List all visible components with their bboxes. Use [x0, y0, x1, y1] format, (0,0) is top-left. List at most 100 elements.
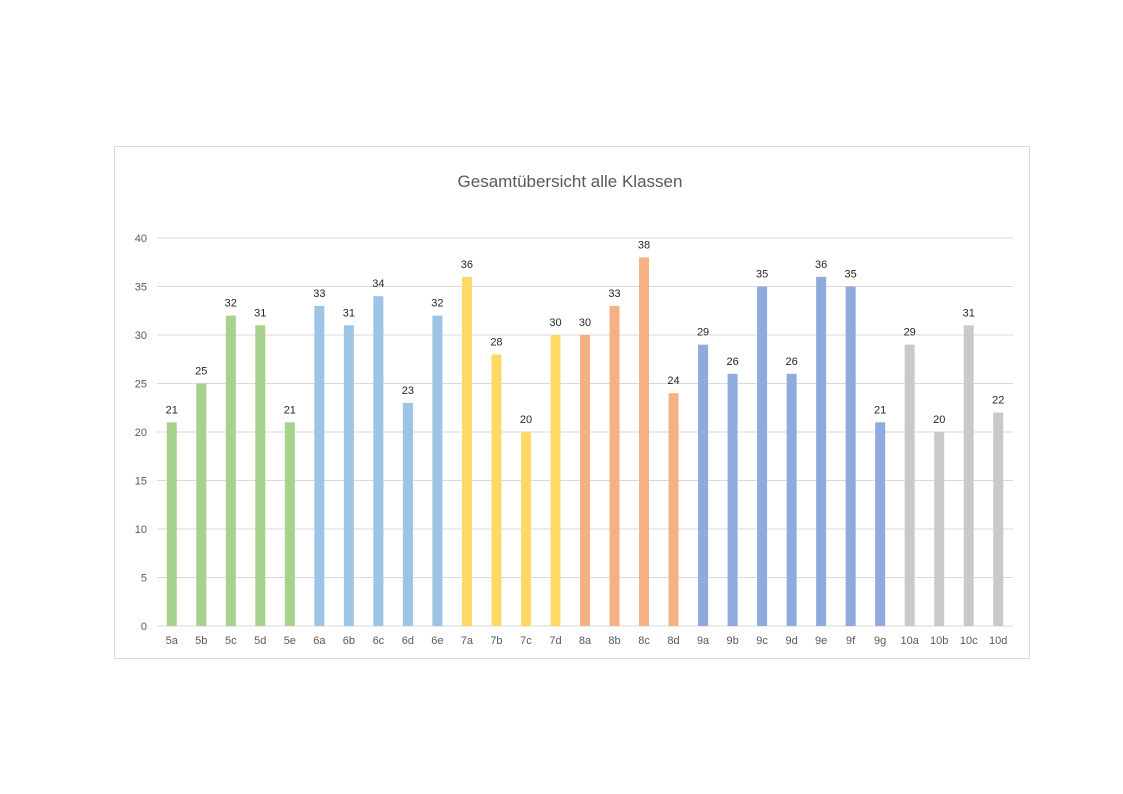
x-axis-ticks: 5a 5b 5c 5d 5e 6a 6b 6c 6d 6e 7a 7b 7c 7d 8a 8b 8c 8d 9a 9b… — [166, 635, 1008, 647]
data-label-5c: 32 — [225, 298, 237, 310]
data-label-8a: 30 — [579, 317, 591, 329]
y-tick-label: 40 — [135, 233, 147, 245]
x-tick-label-9c: 9c — [756, 635, 768, 647]
x-tick-label-6b: 6b — [343, 635, 355, 647]
y-tick-label: 10 — [135, 524, 147, 536]
x-tick-label-5b: 5b — [195, 635, 207, 647]
y-tick-label: 15 — [135, 476, 147, 488]
data-label-7d: 30 — [549, 317, 561, 329]
x-tick-label-7c: 7c — [520, 635, 532, 647]
x-tick-label-6a: 6a — [313, 635, 326, 647]
data-labels: 21 25 32 31 21 33 31 34 23 32 36 28 20 30 30 33 38 24 29 26… — [166, 239, 1005, 426]
bar-9d — [786, 373, 797, 626]
x-tick-label-7a: 7a — [461, 635, 474, 647]
y-tick-label: 5 — [141, 573, 147, 585]
x-tick-label-9f: 9f — [846, 635, 856, 647]
bar-6b — [343, 325, 354, 626]
data-label-9d: 26 — [785, 356, 797, 368]
x-tick-label-10a: 10a — [901, 635, 920, 647]
bar-6c — [373, 296, 384, 626]
x-tick-label-8c: 8c — [638, 635, 650, 647]
x-tick-label-5a: 5a — [166, 635, 179, 647]
data-label-9g: 21 — [874, 404, 886, 416]
data-label-9c: 35 — [756, 269, 768, 281]
x-tick-label-9e: 9e — [815, 635, 827, 647]
x-tick-label-9d: 9d — [785, 635, 797, 647]
data-label-6d: 23 — [402, 385, 414, 397]
data-label-6c: 34 — [372, 278, 384, 290]
bar-10a — [904, 344, 915, 626]
bar-7c — [520, 432, 531, 626]
y-axis-ticks: 0 5 10 15 20 25 30 35 40 — [135, 233, 147, 633]
data-label-5e: 21 — [284, 404, 296, 416]
bar-9b — [727, 373, 738, 626]
bar-10b — [934, 432, 945, 626]
bar-8a — [580, 335, 590, 626]
bar-9g — [875, 422, 886, 626]
bar-chart: Gesamtübersicht alle Klassen 0 5 10 15 20 25 3… — [135, 172, 1013, 647]
data-label-10c: 31 — [963, 307, 975, 319]
chart-title: Gesamtübersicht alle Klassen — [458, 172, 683, 191]
data-label-8c: 38 — [638, 239, 650, 251]
bar-8d — [668, 393, 679, 626]
bar-6e — [432, 315, 443, 626]
data-label-6b: 31 — [343, 307, 355, 319]
bar-8c — [639, 257, 650, 626]
data-label-7b: 28 — [490, 336, 502, 348]
bar-5e — [284, 422, 295, 626]
x-tick-label-9a: 9a — [697, 635, 710, 647]
data-label-5b: 25 — [195, 366, 207, 378]
y-tick-label: 35 — [135, 282, 147, 294]
data-label-6e: 32 — [431, 298, 443, 310]
x-tick-label-10d: 10d — [989, 635, 1007, 647]
data-label-5a: 21 — [166, 404, 178, 416]
x-tick-label-6c: 6c — [373, 635, 385, 647]
data-label-9e: 36 — [815, 259, 827, 271]
data-label-7c: 20 — [520, 414, 532, 426]
x-tick-label-5d: 5d — [254, 635, 266, 647]
bar-5a — [166, 422, 177, 626]
data-label-9f: 35 — [845, 269, 857, 281]
y-tick-label: 0 — [141, 621, 147, 633]
bar-10d — [993, 412, 1004, 626]
bar-8b — [609, 305, 620, 626]
data-label-5d: 31 — [254, 307, 266, 319]
data-label-10b: 20 — [933, 414, 945, 426]
x-tick-label-9g: 9g — [874, 635, 886, 647]
x-tick-label-8b: 8b — [608, 635, 620, 647]
data-label-8d: 24 — [667, 375, 679, 387]
data-label-8b: 33 — [608, 288, 620, 300]
data-label-10d: 22 — [992, 395, 1004, 407]
bar-10c — [963, 325, 974, 626]
bar-9e — [816, 276, 827, 626]
x-tick-label-6e: 6e — [431, 635, 443, 647]
bar-7a — [461, 276, 472, 626]
data-label-10a: 29 — [904, 327, 916, 339]
x-tick-label-8a: 8a — [579, 635, 592, 647]
x-tick-label-10c: 10c — [960, 635, 978, 647]
data-label-9b: 26 — [726, 356, 738, 368]
x-tick-label-5c: 5c — [225, 635, 237, 647]
bars — [166, 257, 1004, 626]
y-tick-label: 30 — [135, 330, 147, 342]
x-tick-label-6d: 6d — [402, 635, 414, 647]
bar-6d — [402, 402, 413, 626]
bar-9f — [845, 286, 856, 626]
x-tick-label-9b: 9b — [726, 635, 738, 647]
y-tick-label: 20 — [135, 427, 147, 439]
chart-frame: Gesamtübersicht alle Klassen 0 5 10 15 20 25 3… — [114, 146, 1030, 659]
bar-5d — [255, 325, 266, 626]
x-tick-label-7d: 7d — [549, 635, 561, 647]
bar-9a — [698, 344, 709, 626]
bar-6a — [314, 305, 325, 626]
x-tick-label-7b: 7b — [490, 635, 502, 647]
bar-7d — [550, 335, 561, 626]
y-tick-label: 25 — [135, 379, 147, 391]
bar-7b — [491, 354, 502, 626]
x-tick-label-5e: 5e — [284, 635, 296, 647]
bar-5c — [225, 315, 236, 626]
x-tick-label-10b: 10b — [930, 635, 948, 647]
data-label-9a: 29 — [697, 327, 709, 339]
bar-5b — [196, 383, 207, 626]
data-label-7a: 36 — [461, 259, 473, 271]
